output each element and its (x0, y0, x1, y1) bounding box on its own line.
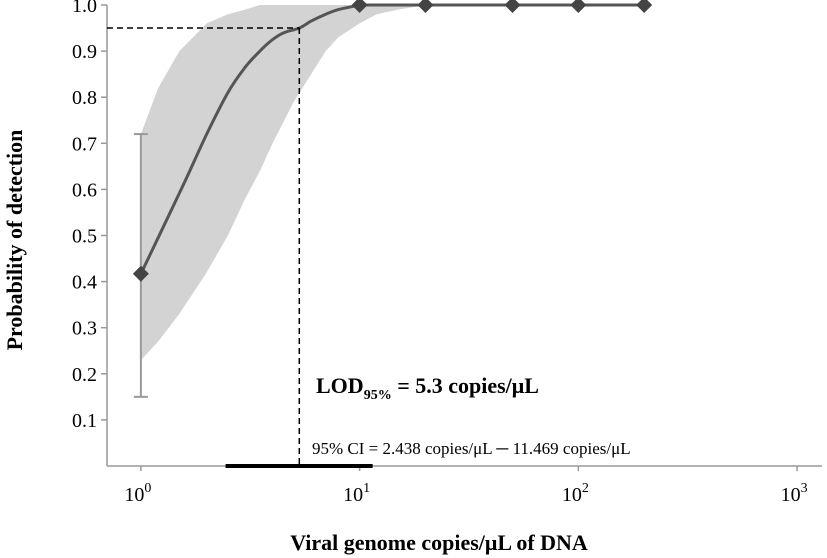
lod-ci-label: 95% CI = 2.438 copies/μL ─ 11.469 copies… (312, 439, 631, 458)
x-axis-title: Viral genome copies/μL of DNA (290, 530, 588, 555)
x-tick-exponent: 3 (801, 481, 808, 496)
lod-label-subscript: 95% (364, 388, 392, 403)
lod-label-main: LOD (316, 373, 364, 398)
data-point-diamond (504, 0, 521, 13)
x-tick-label: 103 (781, 481, 808, 506)
y-tick-label: 0.8 (72, 87, 97, 109)
fitted-curve (139, 3, 360, 275)
observed-points-layer (132, 0, 653, 398)
y-tick-label: 0.6 (72, 179, 97, 201)
y-tick-label: 0.5 (72, 226, 97, 248)
lod-label: LOD95% = 5.3 copies/μL (316, 373, 539, 403)
x-tick-exponent: 0 (144, 481, 151, 496)
x-tick-label: 101 (343, 481, 370, 506)
y-tick-label: 1.0 (72, 0, 97, 17)
confidence-band (140, 5, 426, 360)
x-tick-label: 102 (562, 481, 589, 506)
x-tick-label: 100 (124, 481, 151, 506)
axes (101, 4, 822, 471)
x-tick-exponent: 1 (363, 481, 370, 496)
x-tick-base: 10 (781, 484, 801, 506)
confidence-band-layer (140, 5, 426, 360)
y-tick-label: 0.2 (72, 364, 97, 386)
y-tick-label: 0.9 (72, 41, 97, 63)
y-tick-label: 0.3 (72, 318, 97, 340)
data-point-diamond (636, 0, 653, 13)
data-point-diamond (417, 0, 434, 13)
x-tick-base: 10 (124, 484, 144, 506)
y-tick-label: 0.1 (72, 410, 97, 432)
y-tick-label: 0.7 (72, 133, 97, 155)
x-tick-base: 10 (343, 484, 363, 506)
data-point-diamond (351, 0, 368, 13)
data-point-diamond (570, 0, 587, 13)
x-tick-base: 10 (562, 484, 582, 506)
lod-label-value: = 5.3 copies/μL (392, 373, 539, 398)
y-tick-label: 0.4 (72, 272, 97, 294)
y-axis-title: Probability of detection (2, 130, 27, 351)
data-point-diamond (132, 265, 149, 282)
x-tick-exponent: 2 (582, 481, 589, 496)
lod-guides (107, 27, 373, 468)
fitted-curve-layer (139, 3, 645, 275)
